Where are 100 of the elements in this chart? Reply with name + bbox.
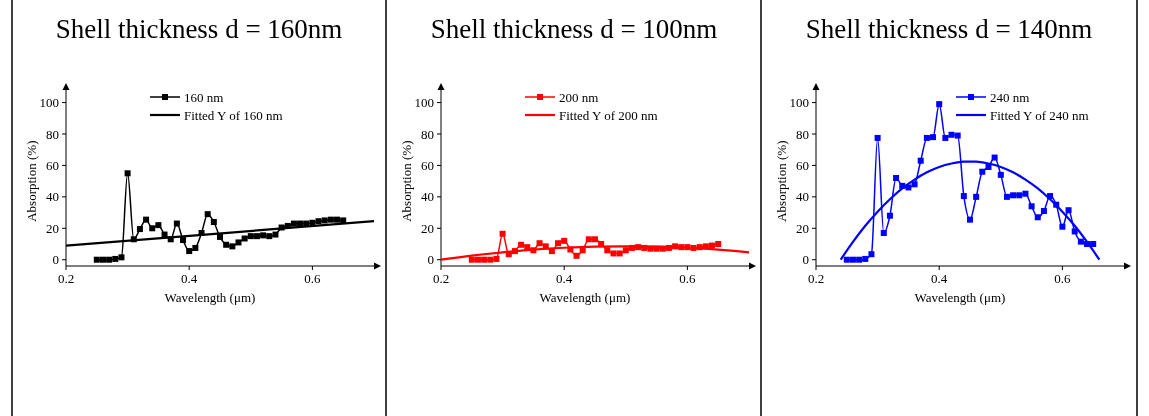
y-tick-label: 20 xyxy=(46,220,59,236)
point xyxy=(979,168,986,175)
point xyxy=(997,171,1004,178)
y-tick-label: 60 xyxy=(46,157,59,173)
point xyxy=(518,241,525,248)
point xyxy=(985,164,992,170)
point xyxy=(180,237,187,244)
point xyxy=(493,255,500,262)
y-tick-label: 40 xyxy=(796,189,809,205)
point xyxy=(616,250,623,257)
point xyxy=(991,154,998,161)
x-tick-label: 0.6 xyxy=(304,271,322,286)
y-axis-title: Absorption (%) xyxy=(24,140,39,222)
point xyxy=(223,241,230,248)
point xyxy=(973,193,980,200)
point xyxy=(481,256,488,263)
x-axis-title: Wavelength (μm) xyxy=(539,290,631,305)
legend-label: Fitted Y of 240 nm xyxy=(990,107,1089,123)
point xyxy=(1059,223,1066,230)
point xyxy=(112,255,119,262)
y-tick-label: 0 xyxy=(52,252,59,268)
point xyxy=(874,134,881,141)
x-tick-label: 0.4 xyxy=(556,271,573,286)
point xyxy=(1010,192,1017,199)
point xyxy=(136,226,143,233)
x-tick-label: 0.4 xyxy=(931,271,948,286)
point xyxy=(235,239,242,246)
point xyxy=(856,256,863,263)
chart-title: Shell thickness d = 160nm xyxy=(55,14,343,44)
point xyxy=(585,236,592,243)
point xyxy=(936,101,943,108)
point xyxy=(217,233,223,240)
point xyxy=(272,231,279,238)
legend-label: Fitted Y of 200 nm xyxy=(559,107,658,123)
point xyxy=(911,181,918,188)
point xyxy=(1065,207,1072,214)
point xyxy=(124,170,131,177)
y-tick-label: 60 xyxy=(421,157,434,173)
point xyxy=(917,157,924,164)
point xyxy=(960,193,967,200)
chart-title: Shell thickness d = 100nm xyxy=(430,14,718,44)
point xyxy=(622,247,629,254)
x-tick-label: 0.6 xyxy=(679,271,697,286)
point xyxy=(1028,203,1035,210)
y-tick-label: 100 xyxy=(414,95,434,111)
point xyxy=(592,236,598,243)
point xyxy=(143,216,150,223)
point xyxy=(849,256,856,263)
point xyxy=(930,134,937,141)
point xyxy=(321,217,328,224)
point xyxy=(610,250,617,257)
point xyxy=(561,237,568,244)
x-tick-label: 0.2 xyxy=(57,271,75,286)
legend-label: 160 nm xyxy=(184,89,224,105)
point xyxy=(266,233,273,240)
point xyxy=(1040,208,1047,214)
legend-label: 240 nm xyxy=(990,89,1030,105)
point xyxy=(536,240,543,247)
point xyxy=(880,230,887,236)
point xyxy=(573,252,580,259)
point xyxy=(1090,241,1097,247)
point xyxy=(468,256,475,263)
point xyxy=(499,230,506,237)
point xyxy=(192,244,199,251)
point xyxy=(1077,238,1084,245)
point xyxy=(954,132,961,139)
point xyxy=(555,240,562,247)
point xyxy=(340,217,347,224)
point xyxy=(886,212,893,219)
point xyxy=(942,134,949,141)
point xyxy=(186,248,193,255)
point xyxy=(229,243,236,250)
y-tick-label: 80 xyxy=(421,126,434,142)
point xyxy=(118,254,125,261)
point xyxy=(843,256,850,263)
point xyxy=(260,232,267,239)
point xyxy=(948,131,955,138)
y-axis-title: Absorption (%) xyxy=(399,140,414,222)
legend-label: Fitted Y of 160 nm xyxy=(184,107,283,123)
legend-label: 200 nm xyxy=(559,89,599,105)
y-tick-label: 40 xyxy=(46,189,59,205)
point xyxy=(1022,190,1029,197)
point xyxy=(1034,214,1041,221)
x-axis-title: Wavelength (μm) xyxy=(164,290,256,305)
point xyxy=(210,219,217,225)
point xyxy=(204,211,211,218)
point xyxy=(967,216,973,223)
point xyxy=(315,218,322,225)
x-tick-label: 0.4 xyxy=(181,271,198,286)
point xyxy=(93,256,100,263)
point xyxy=(1016,192,1023,199)
y-tick-label: 20 xyxy=(796,220,809,236)
point xyxy=(487,256,494,263)
point xyxy=(106,256,113,263)
point xyxy=(173,220,180,227)
point xyxy=(241,235,248,242)
y-tick-label: 80 xyxy=(46,126,59,142)
y-tick-label: 60 xyxy=(796,157,809,173)
y-axis-title: Absorption (%) xyxy=(774,140,789,222)
x-axis-title: Wavelength (μm) xyxy=(914,290,1006,305)
